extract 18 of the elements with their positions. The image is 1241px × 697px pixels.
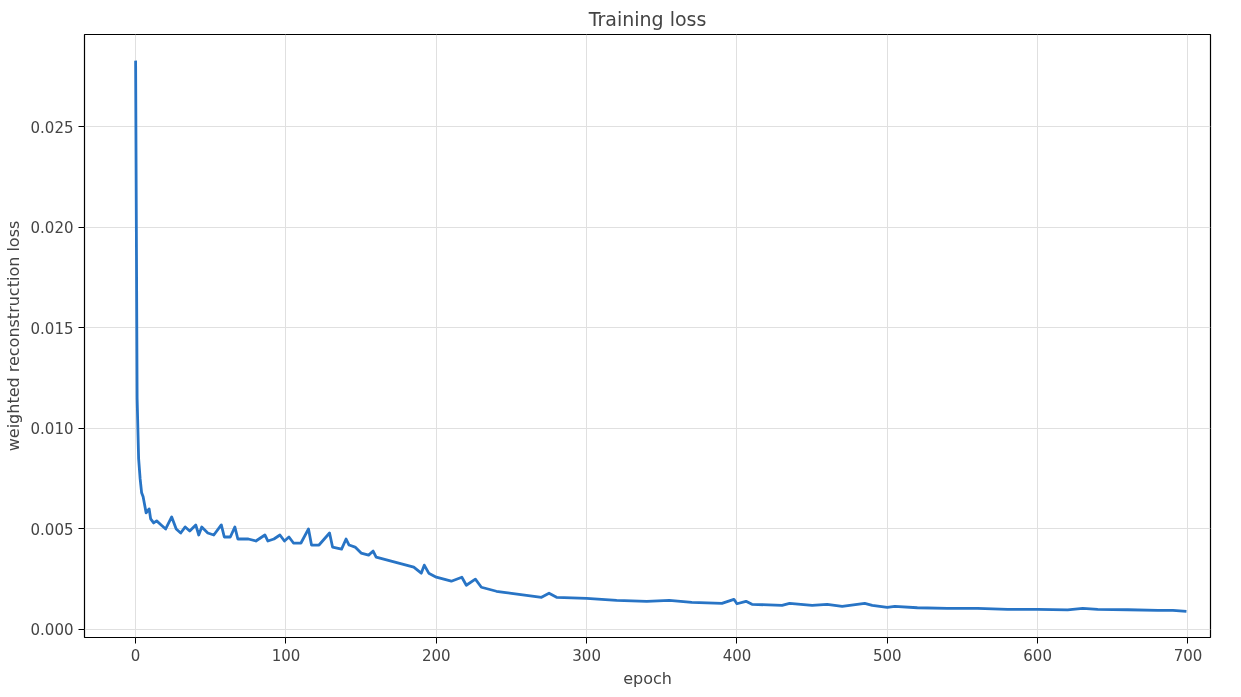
y-tick-label: 0.010 (30, 420, 74, 439)
x-axis-title: epoch (623, 668, 672, 688)
chart-title: Training loss (587, 7, 707, 30)
x-tick-label: 600 (1023, 646, 1052, 665)
x-tick-label: 0 (130, 646, 141, 665)
y-tick-label: 0.025 (30, 118, 74, 137)
y-tick-label: 0.005 (30, 520, 74, 539)
x-tick-label: 400 (722, 646, 752, 665)
x-tick-label: 200 (421, 646, 451, 665)
y-tick-label: 0.015 (30, 319, 74, 338)
y-tick-label: 0.000 (30, 621, 74, 640)
x-tick-label: 300 (572, 646, 601, 665)
y-axis-title: weighted reconstruction loss (3, 220, 23, 452)
line-series (134, 59, 1188, 613)
x-tick-label: 700 (1173, 646, 1203, 665)
y-tick-label: 0.020 (30, 219, 74, 238)
x-tick-label: 500 (872, 646, 902, 665)
x-tick-label: 100 (271, 646, 301, 665)
